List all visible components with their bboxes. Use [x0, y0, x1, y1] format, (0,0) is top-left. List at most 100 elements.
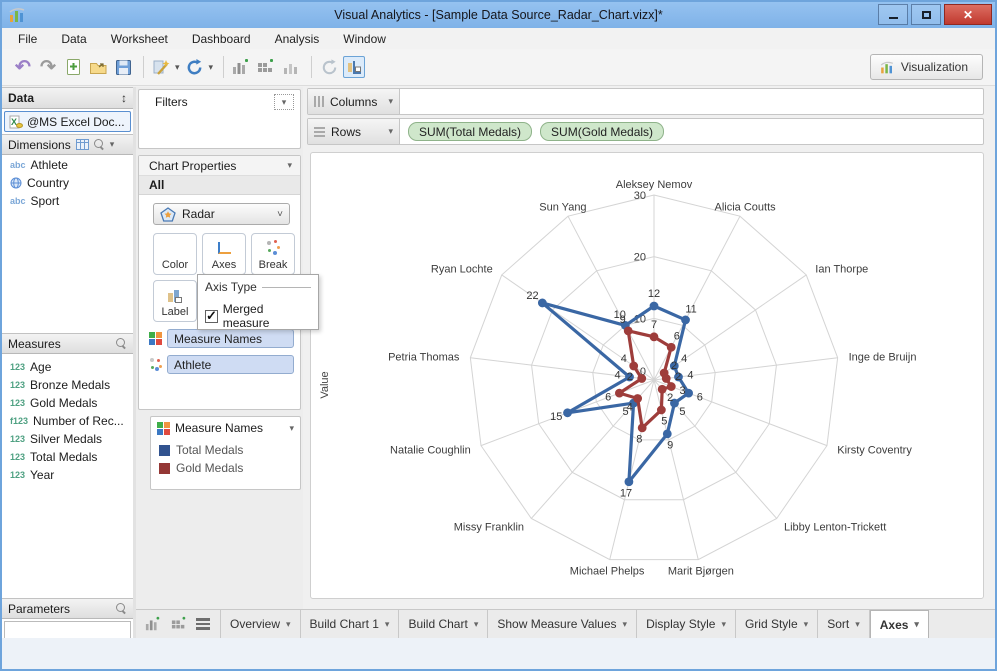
collapse-caret-icon[interactable]: ▾: [287, 160, 292, 170]
columns-shelf-label[interactable]: Columns ▾: [308, 89, 400, 114]
tab-caret[interactable]: ▾: [721, 618, 726, 629]
data-source-item[interactable]: X @MS Excel Doc...: [4, 111, 131, 132]
measure-item-age[interactable]: 123 Age: [2, 358, 133, 376]
legend-menu-caret[interactable]: ▾: [289, 422, 294, 433]
parameters-header[interactable]: Parameters: [2, 598, 133, 619]
radar-data-point[interactable]: [657, 384, 667, 394]
dimensions-search-icon[interactable]: [93, 139, 105, 150]
measures-search-icon[interactable]: [116, 338, 127, 349]
radar-data-point[interactable]: [649, 301, 659, 311]
radar-data-point[interactable]: [681, 315, 690, 325]
radar-data-point[interactable]: [625, 372, 634, 382]
rows-pill-sum-total-medals[interactable]: SUM(Total Medals): [408, 122, 533, 141]
tab-caret[interactable]: ▾: [803, 618, 809, 629]
radar-data-point[interactable]: [684, 388, 693, 398]
dimension-item-athlete[interactable]: abc Athlete: [2, 156, 133, 174]
break-property-button[interactable]: Break: [251, 233, 295, 275]
merged-measure-checkbox[interactable]: [205, 308, 218, 324]
visualization-button[interactable]: Visualization: [869, 54, 983, 80]
columns-caret[interactable]: ▾: [388, 96, 393, 106]
tab-overview[interactable]: Overview ▾: [221, 610, 301, 638]
table-icon[interactable]: [75, 139, 89, 150]
columns-shelf[interactable]: Columns ▾: [307, 88, 984, 115]
parameters-search-icon[interactable]: [116, 603, 127, 614]
rows-shelf[interactable]: Rows ▾ SUM(Total Medals) SUM(Gold Medals…: [307, 118, 984, 145]
measure-item-total-medals[interactable]: 123 Total Medals: [2, 448, 133, 466]
measure-item-bronze-medals[interactable]: 123 Bronze Medals: [2, 376, 133, 394]
radar-data-point[interactable]: [624, 477, 634, 487]
menu-dashboard[interactable]: Dashboard: [191, 31, 251, 46]
tab-build-chart-1[interactable]: Build Chart 1 ▾: [301, 610, 400, 638]
radar-data-point[interactable]: [649, 332, 659, 342]
new-document-button[interactable]: [62, 56, 84, 78]
maximize-button[interactable]: [911, 4, 941, 25]
dimensions-menu-caret[interactable]: ▾: [109, 139, 115, 149]
tab-grid-style[interactable]: Grid Style ▾: [736, 610, 819, 638]
menu-file[interactable]: File: [18, 31, 38, 46]
refresh-dropdown-caret[interactable]: ▾: [208, 61, 214, 72]
panel-splitter[interactable]: [133, 87, 136, 638]
color-property-button[interactable]: Color: [153, 233, 197, 275]
radar-data-point[interactable]: [666, 382, 676, 391]
tab-caret[interactable]: ▾: [384, 618, 390, 629]
radar-data-point[interactable]: [633, 394, 643, 403]
rotate-button[interactable]: [318, 56, 340, 78]
radar-data-point[interactable]: [637, 374, 647, 383]
wizard-dropdown-caret[interactable]: ▾: [175, 61, 180, 72]
axes-tool-button-selected[interactable]: [343, 56, 366, 78]
tab-display-style[interactable]: Display Style ▾: [637, 610, 736, 638]
dimension-item-country[interactable]: Country: [2, 174, 133, 192]
refresh-button[interactable]: [184, 56, 206, 78]
minimize-button[interactable]: [878, 4, 908, 25]
break-shelf-pill[interactable]: Athlete: [167, 355, 294, 374]
redo-button[interactable]: ↷: [37, 56, 59, 78]
menu-worksheet[interactable]: Worksheet: [110, 31, 168, 46]
radar-data-point[interactable]: [563, 408, 572, 418]
dimensions-header[interactable]: Dimensions ▾: [2, 134, 133, 155]
radar-data-point[interactable]: [674, 372, 683, 382]
new-chart-tab-icon[interactable]: [144, 616, 162, 632]
tab-caret[interactable]: ▾: [914, 619, 919, 629]
data-panel-header[interactable]: Data ↕: [2, 87, 133, 109]
measure-item-year[interactable]: 123 Year: [2, 466, 133, 484]
radar-data-point[interactable]: [615, 388, 624, 398]
close-button[interactable]: ✕: [944, 4, 992, 25]
measure-item-gold-medals[interactable]: 123 Gold Medals: [2, 394, 133, 412]
tab-caret[interactable]: ▾: [473, 618, 479, 629]
undo-button[interactable]: ↶: [12, 56, 34, 78]
sort-updown-icon[interactable]: ↕: [121, 91, 127, 105]
all-scope-row[interactable]: All: [139, 176, 300, 195]
measures-header[interactable]: Measures: [2, 333, 133, 354]
axes-property-button[interactable]: Axes: [202, 233, 246, 275]
add-chart-button[interactable]: [230, 56, 252, 78]
radar-data-point[interactable]: [669, 361, 679, 371]
bars-button[interactable]: [280, 56, 302, 78]
save-button[interactable]: [112, 56, 134, 78]
menu-data[interactable]: Data: [61, 31, 87, 46]
tab-sort[interactable]: Sort ▾: [818, 610, 870, 638]
rows-shelf-label[interactable]: Rows ▾: [308, 119, 400, 144]
tab-build-chart[interactable]: Build Chart ▾: [399, 610, 489, 638]
tab-caret[interactable]: ▾: [622, 618, 628, 629]
legend-item-gold-medals[interactable]: Gold Medals: [159, 461, 300, 475]
rows-caret[interactable]: ▾: [388, 126, 393, 136]
rows-pill-sum-gold-medals[interactable]: SUM(Gold Medals): [540, 122, 665, 141]
chart-type-select[interactable]: Radar ˅: [153, 203, 290, 225]
measure-item-silver-medals[interactable]: 123 Silver Medals: [2, 430, 133, 448]
dimension-item-sport[interactable]: abc Sport: [2, 192, 133, 210]
radar-data-point[interactable]: [662, 429, 672, 439]
measure-item-number-of-records[interactable]: f123 Number of Rec...: [2, 412, 133, 430]
menu-window[interactable]: Window: [343, 31, 386, 46]
radar-data-point[interactable]: [661, 374, 671, 383]
color-shelf-pill[interactable]: Measure Names: [167, 329, 294, 348]
radar-data-point[interactable]: [537, 298, 547, 308]
menu-analysis[interactable]: Analysis: [274, 31, 320, 46]
tab-caret[interactable]: ▾: [286, 618, 291, 629]
radar-data-point[interactable]: [637, 423, 647, 433]
radar-data-point[interactable]: [629, 361, 639, 371]
wizard-button[interactable]: [150, 56, 172, 78]
legend-item-total-medals[interactable]: Total Medals: [159, 443, 300, 457]
open-button[interactable]: [87, 56, 109, 78]
tab-list-icon[interactable]: [196, 618, 210, 630]
filters-dropdown-button[interactable]: ▾: [274, 94, 294, 110]
